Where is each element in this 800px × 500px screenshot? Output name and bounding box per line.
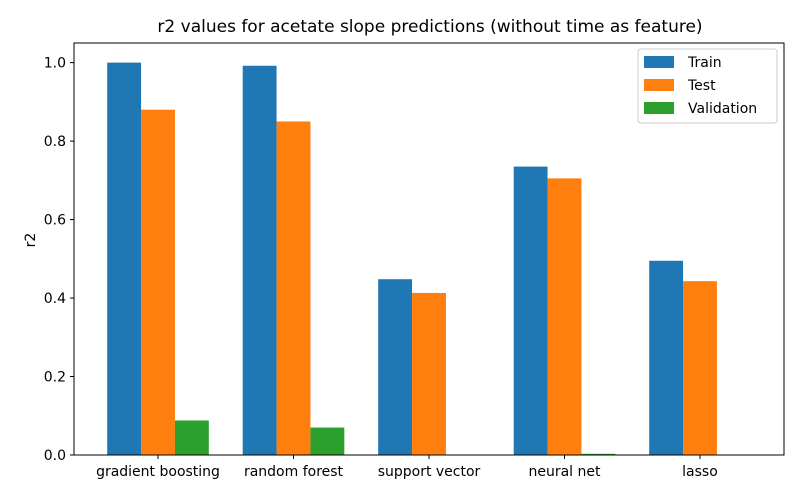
- y-tick-label: 1.0: [44, 56, 66, 72]
- bars-group: [107, 62, 717, 456]
- legend: Train Test Validation: [637, 48, 778, 124]
- bar-validation-3: [581, 453, 616, 455]
- x-ticks-group: gradient boosting random forest support ve…: [96, 455, 718, 480]
- legend-swatch-train: [644, 56, 674, 68]
- bar-train-3: [513, 166, 548, 455]
- x-tick-label: neural net: [528, 464, 601, 480]
- y-tick-label: 0.0: [44, 448, 66, 464]
- y-tick-label: 0.8: [44, 134, 66, 150]
- plot-frame: [73, 42, 785, 456]
- y-ticks-group: 0.0 0.2 0.4 0.6 0.8 1.0: [44, 56, 74, 464]
- bar-validation-0: [174, 420, 209, 455]
- y-tick-label: 0.4: [44, 291, 66, 307]
- x-tick-label: lasso: [682, 464, 718, 480]
- legend-swatch-validation: [644, 102, 674, 114]
- bar-test-3: [547, 178, 582, 455]
- bar-test-2: [412, 292, 446, 455]
- bar-validation-1: [310, 427, 345, 455]
- bar-train-0: [107, 62, 142, 455]
- bar-test-4: [683, 281, 717, 455]
- bar-train-2: [378, 279, 413, 455]
- bar-train-1: [242, 65, 277, 456]
- chart-title: r2 values for acetate slope predictions …: [157, 17, 702, 37]
- y-tick-label: 0.2: [44, 370, 66, 386]
- legend-swatch-test: [644, 79, 674, 91]
- legend-label-test: Test: [687, 78, 716, 94]
- legend-label-train: Train: [687, 55, 722, 71]
- bar-train-4: [649, 260, 684, 455]
- bar-test-1: [276, 121, 311, 455]
- x-tick-label: gradient boosting: [96, 464, 220, 480]
- bar-test-0: [141, 109, 175, 455]
- y-tick-label: 0.6: [44, 213, 66, 229]
- legend-label-validation: Validation: [688, 101, 757, 117]
- x-tick-label: random forest: [244, 464, 344, 480]
- y-axis-label: r2: [23, 233, 39, 248]
- x-tick-label: support vector: [378, 464, 481, 480]
